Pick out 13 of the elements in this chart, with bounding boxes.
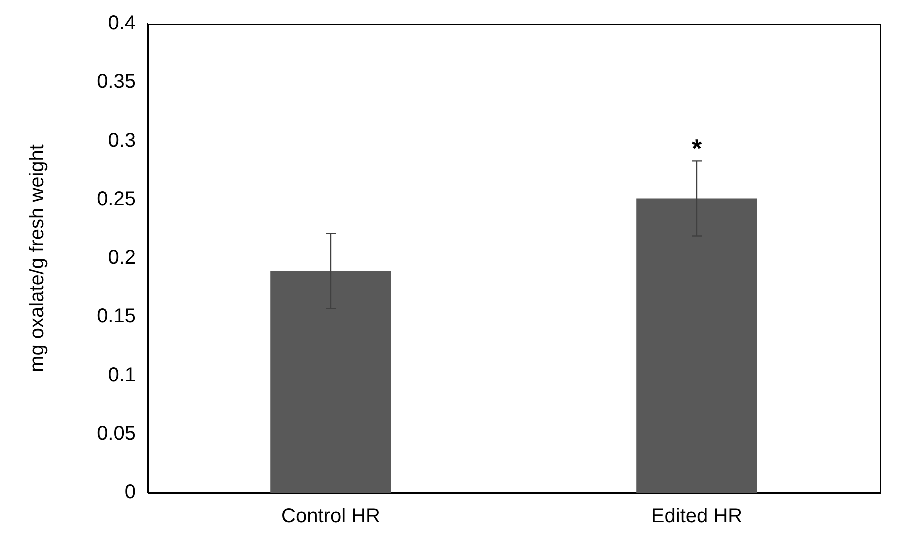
y-tick-label: 0.25 xyxy=(97,188,136,210)
y-tick-label: 0.3 xyxy=(108,130,136,152)
x-tick-label: Edited HR xyxy=(651,506,743,528)
y-tick-label: 0.15 xyxy=(97,306,136,328)
y-tick-label: 0.2 xyxy=(108,247,136,270)
y-tick-label: 0.1 xyxy=(108,364,136,386)
y-tick-label: 0.35 xyxy=(97,71,136,94)
data-label: * xyxy=(692,133,703,164)
x-tick-label: Control HR xyxy=(282,506,380,528)
y-tick-label: 0.4 xyxy=(108,12,136,35)
y-axis-title: mg oxalate/g fresh weight xyxy=(26,144,49,372)
y-tick-label: 0.05 xyxy=(97,422,136,445)
y-tick-label: 0 xyxy=(124,482,136,504)
